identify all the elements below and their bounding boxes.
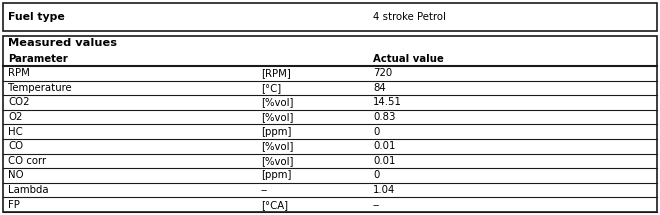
Text: RPM: RPM [9, 68, 30, 78]
Text: [%vol]: [%vol] [261, 97, 293, 108]
Text: --: -- [261, 185, 268, 195]
Text: 4 stroke Petrol: 4 stroke Petrol [373, 12, 446, 22]
Text: 0.83: 0.83 [373, 112, 395, 122]
Text: Actual value: Actual value [373, 54, 444, 64]
Text: HC: HC [9, 127, 23, 137]
Text: [%vol]: [%vol] [261, 112, 293, 122]
Text: [°C]: [°C] [261, 83, 281, 93]
Text: FP: FP [9, 200, 20, 210]
Text: Fuel type: Fuel type [9, 12, 65, 22]
Text: [RPM]: [RPM] [261, 68, 290, 78]
Text: [%vol]: [%vol] [261, 156, 293, 166]
Text: 14.51: 14.51 [373, 97, 402, 108]
Text: NO: NO [9, 170, 24, 181]
Text: O2: O2 [9, 112, 22, 122]
Text: [ppm]: [ppm] [261, 170, 291, 181]
Text: [ppm]: [ppm] [261, 127, 291, 137]
Text: 0.01: 0.01 [373, 141, 395, 151]
Text: 1.04: 1.04 [373, 185, 395, 195]
Text: 0: 0 [373, 127, 380, 137]
Text: Measured values: Measured values [9, 38, 117, 48]
Text: CO2: CO2 [9, 97, 30, 108]
Text: 0: 0 [373, 170, 380, 181]
Text: CO: CO [9, 141, 23, 151]
Text: Temperature: Temperature [9, 83, 72, 93]
Text: Lambda: Lambda [9, 185, 49, 195]
Text: [°CA]: [°CA] [261, 200, 288, 210]
Text: 0.01: 0.01 [373, 156, 395, 166]
Text: [%vol]: [%vol] [261, 141, 293, 151]
Text: 84: 84 [373, 83, 385, 93]
Text: --: -- [373, 200, 380, 210]
Text: Parameter: Parameter [9, 54, 68, 64]
Text: CO corr: CO corr [9, 156, 46, 166]
Text: 720: 720 [373, 68, 392, 78]
